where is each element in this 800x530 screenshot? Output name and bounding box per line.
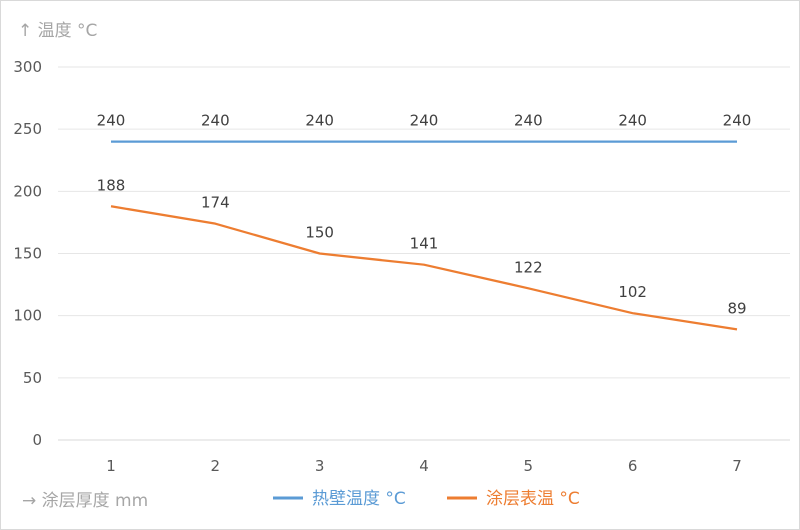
series-lines	[110, 140, 738, 331]
x-tick-label: 2	[211, 457, 221, 475]
x-tick-label: 6	[628, 457, 638, 475]
data-label: 240	[514, 112, 543, 130]
x-tick-label: 7	[732, 457, 742, 475]
y-tick-label: 100	[13, 307, 42, 325]
data-label: 188	[97, 176, 126, 194]
x-axis-title: → 涂层厚度 mm	[22, 491, 148, 511]
series-line-2	[110, 205, 738, 331]
data-label: 150	[305, 224, 334, 242]
data-label: 141	[410, 235, 439, 253]
data-label: 240	[618, 112, 647, 130]
y-axis-ticks: 0 50 100 150 200 250 300	[13, 58, 42, 449]
y-tick-label: 300	[13, 58, 42, 76]
x-tick-label: 4	[419, 457, 429, 475]
y-tick-label: 50	[23, 369, 42, 387]
y-axis-title: ↑ 温度 °C	[18, 21, 97, 41]
x-tick-label: 1	[106, 457, 116, 475]
legend-label: 涂层表温 °C	[486, 489, 580, 509]
legend: 热壁温度 °C 涂层表温 °C	[273, 489, 580, 509]
y-tick-label: 200	[13, 182, 42, 200]
data-labels: 240 240 240 240 240 240 240 188 174 150 141 122 102 8…	[97, 112, 752, 318]
data-label: 89	[727, 299, 746, 317]
y-tick-label: 150	[13, 245, 42, 263]
data-label: 102	[618, 283, 647, 301]
y-tick-label: 250	[13, 120, 42, 138]
y-tick-label: 0	[32, 431, 42, 449]
data-label: 174	[201, 194, 230, 212]
data-label: 240	[410, 112, 439, 130]
data-label: 240	[305, 112, 334, 130]
gridlines	[58, 66, 790, 441]
data-label: 122	[514, 258, 543, 276]
data-label: 240	[723, 112, 752, 130]
x-tick-label: 3	[315, 457, 325, 475]
x-tick-label: 5	[524, 457, 534, 475]
data-label: 240	[201, 112, 230, 130]
legend-label: 热壁温度 °C	[312, 489, 406, 509]
data-label: 240	[97, 112, 126, 130]
x-axis-ticks: 1 2 3 4 5 6 7	[106, 457, 742, 475]
